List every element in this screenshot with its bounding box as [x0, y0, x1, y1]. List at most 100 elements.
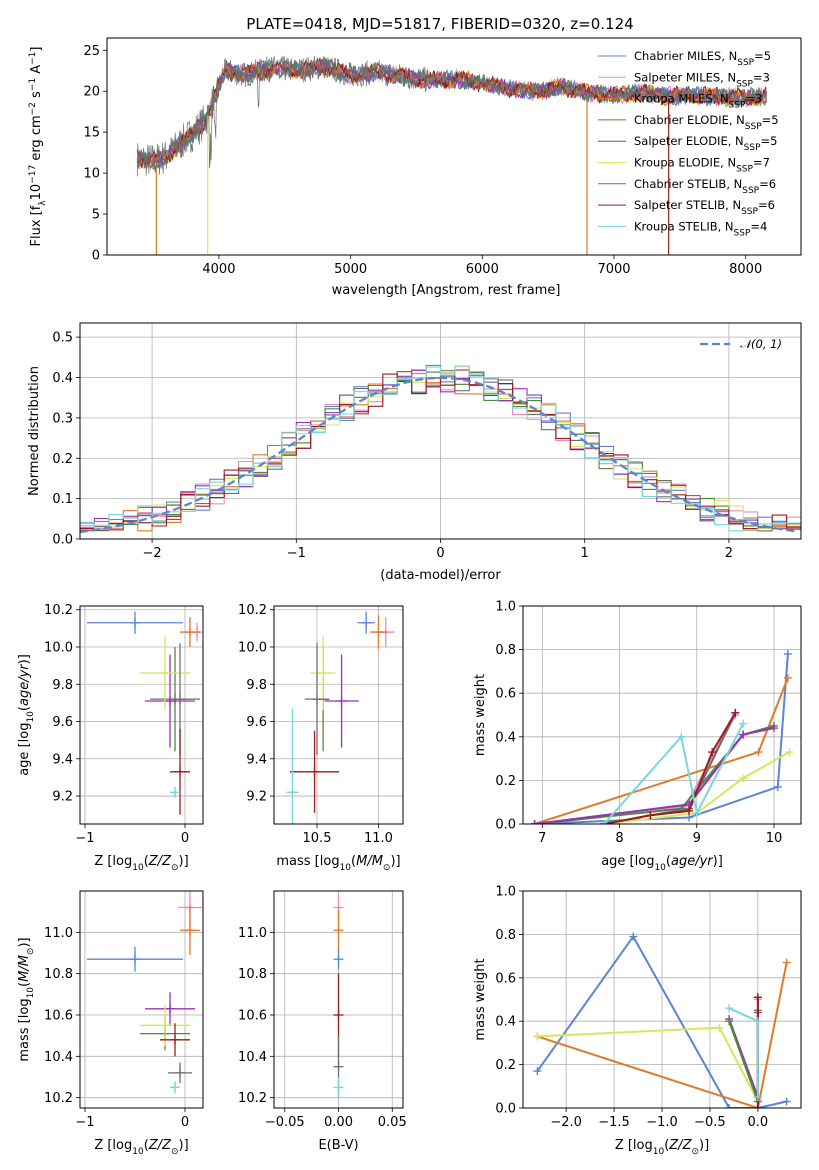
- y-tick-label: 5: [92, 208, 100, 223]
- y-axis-label: age [log10(age/yr)]: [17, 654, 36, 776]
- normal-distribution-curve: [80, 376, 799, 534]
- x-tick-label: 8: [615, 831, 623, 846]
- y-tick-label: 10.4: [238, 1050, 267, 1065]
- x-tick-label: 0.0: [748, 1115, 769, 1130]
- y-tick-label: 9.2: [246, 790, 267, 805]
- x-axis-label: age [log10(age/yr)]: [601, 854, 723, 873]
- legend: Chabrier MILES, NSSP=5 Salpeter MILES, NS…: [598, 49, 779, 238]
- x-tick-label: −1.5: [598, 1115, 630, 1130]
- x-tick-label: 2: [725, 546, 733, 561]
- axes-frame: [79, 322, 802, 540]
- x-tick-label: 0: [181, 831, 189, 846]
- mass-weight-line: [534, 724, 775, 824]
- x-tick-label: 4000: [202, 262, 235, 277]
- legend-entry: Kroupa ELODIE, NSSP=7: [634, 156, 770, 175]
- mass-weight-line: [536, 934, 787, 1108]
- x-tick-label: 10.5: [303, 831, 332, 846]
- x-tick-label: −1: [287, 546, 306, 561]
- y-tick-label: 0.0: [52, 533, 73, 548]
- x-axis-label: wavelength [Angstrom, rest frame]: [332, 283, 561, 298]
- y-tick-label: 10: [83, 167, 100, 182]
- mass-weight-line: [534, 727, 775, 824]
- panels: 4000 5000 6000 7000 80000510152025wavelength…: [17, 37, 802, 1157]
- spectrum-observed-line: [136, 55, 768, 177]
- y-axis-label: Flux [fλ10−17 erg cm−2 s−1 A−1]: [28, 47, 48, 247]
- plot-area-age-vs-mass: [286, 611, 395, 824]
- x-tick-label: −2: [143, 546, 162, 561]
- y-tick-label: 10.8: [44, 967, 73, 982]
- x-axis-label: Z [log10(Z/Z⊙)]: [615, 1138, 709, 1157]
- axes-frame: [522, 605, 802, 825]
- legend-entry: Salpeter STELIB, NSSP=6: [634, 198, 775, 217]
- y-tick-label: 10.6: [238, 1009, 267, 1024]
- y-tick-label: 0.1: [52, 492, 73, 507]
- x-tick-label: −1: [75, 1115, 94, 1130]
- x-tick-label: −1: [75, 831, 94, 846]
- axes-frame: [522, 890, 802, 1109]
- y-tick-label: 10.0: [238, 640, 267, 655]
- panel-spectrum: 4000 5000 6000 7000 8000 0 5 10 15 20 25 wavelength…: [28, 37, 802, 298]
- y-tick-label: 0.4: [495, 1015, 516, 1030]
- x-axis-label: mass [log10(M/M⊙)]: [276, 854, 400, 873]
- x-tick-label: 0: [436, 546, 444, 561]
- panel-mass-vs-ebv: −0.05 0.00 0.05 10.2 10.4 10.6 10.8 11.0 E(B-V): [238, 890, 407, 1153]
- x-tick-label: −1.0: [646, 1115, 678, 1130]
- axes-frame: [79, 890, 204, 1109]
- residual-histogram: [80, 369, 801, 532]
- legend-entry: 𝒩(0, 1): [740, 337, 782, 351]
- y-tick-label: 0.2: [495, 1058, 516, 1073]
- residual-histogram: [80, 365, 801, 532]
- plot-area-mass-vs-z: [87, 891, 202, 1094]
- legend-entry: Kroupa MILES, NSSP=3: [634, 92, 762, 111]
- axes-frame: [79, 605, 204, 825]
- x-tick-label: −0.5: [694, 1115, 726, 1130]
- y-tick-label: 25: [83, 44, 100, 59]
- residual-histogram: [80, 369, 801, 531]
- x-tick-label: 7: [538, 831, 546, 846]
- y-axis-label: mass [log10(M/M⊙)]: [17, 937, 36, 1061]
- y-tick-label: 1.0: [495, 600, 516, 615]
- y-tick-label: 10.6: [44, 1009, 73, 1024]
- panel-massweight-vs-z: −2.0 −1.5 −1.0 −0.5 0.0 0.0 0.2 0.4 0.6 0.8 1.0 Z […: [473, 885, 802, 1157]
- legend: 𝒩(0, 1): [700, 337, 782, 351]
- plot-area-age-vs-z: [87, 611, 202, 815]
- y-axis-label: mass weight: [473, 958, 488, 1040]
- axes-frame: [106, 37, 802, 256]
- axes-frame: [273, 605, 404, 825]
- y-tick-label: 0.8: [495, 928, 516, 943]
- plot-area-residuals: [80, 364, 801, 534]
- y-tick-label: 10.2: [238, 1091, 267, 1106]
- mass-weight-line: [534, 653, 789, 824]
- y-tick-label: 0.5: [52, 331, 73, 346]
- x-tick-label: 0: [181, 1115, 189, 1130]
- y-tick-label: 9.8: [52, 678, 73, 693]
- y-tick-label: 0.8: [495, 643, 516, 658]
- y-tick-label: 0.2: [495, 774, 516, 789]
- y-tick-label: 9.4: [246, 752, 267, 767]
- y-tick-label: 10.2: [238, 603, 267, 618]
- mass-weight-line: [534, 677, 789, 824]
- x-axis-label: (data-model)/error: [380, 568, 501, 583]
- y-tick-label: 10.4: [44, 1050, 73, 1065]
- x-tick-label: 5000: [334, 262, 367, 277]
- y-tick-label: 0: [92, 249, 100, 264]
- panel-residuals: −2 −1 0 1 2 0.0 0.1 0.2 0.3 0.4 0.5 (data-model)/er…: [27, 322, 802, 583]
- x-tick-label: 8000: [729, 262, 762, 277]
- panel-mass-vs-z: −1 0 10.2 10.4 10.6 10.8 11.0 Z [log10(Z/Z⊙)] ma…: [17, 890, 204, 1157]
- y-tick-label: 0.3: [52, 411, 73, 426]
- legend-entry: Kroupa STELIB, NSSP=4: [634, 219, 767, 238]
- y-tick-label: 11.0: [44, 926, 73, 941]
- panel-massweight-vs-age: 7 8 9 10 0.0 0.2 0.4 0.6 0.8 1.0 age [log10(age/yr…: [473, 600, 802, 873]
- y-axis-label: Normed distribution: [27, 366, 42, 496]
- x-axis-label: E(B-V): [318, 1138, 358, 1153]
- y-tick-label: 9.2: [52, 790, 73, 805]
- x-tick-label: 0.05: [378, 1115, 407, 1130]
- y-tick-label: 0.2: [52, 452, 73, 467]
- y-tick-label: 0.6: [495, 971, 516, 986]
- y-tick-label: 9.6: [52, 715, 73, 730]
- x-tick-label: −2.0: [550, 1115, 582, 1130]
- y-axis-label: mass weight: [473, 674, 488, 756]
- y-tick-label: 1.0: [495, 885, 516, 900]
- x-tick-label: 10: [766, 831, 783, 846]
